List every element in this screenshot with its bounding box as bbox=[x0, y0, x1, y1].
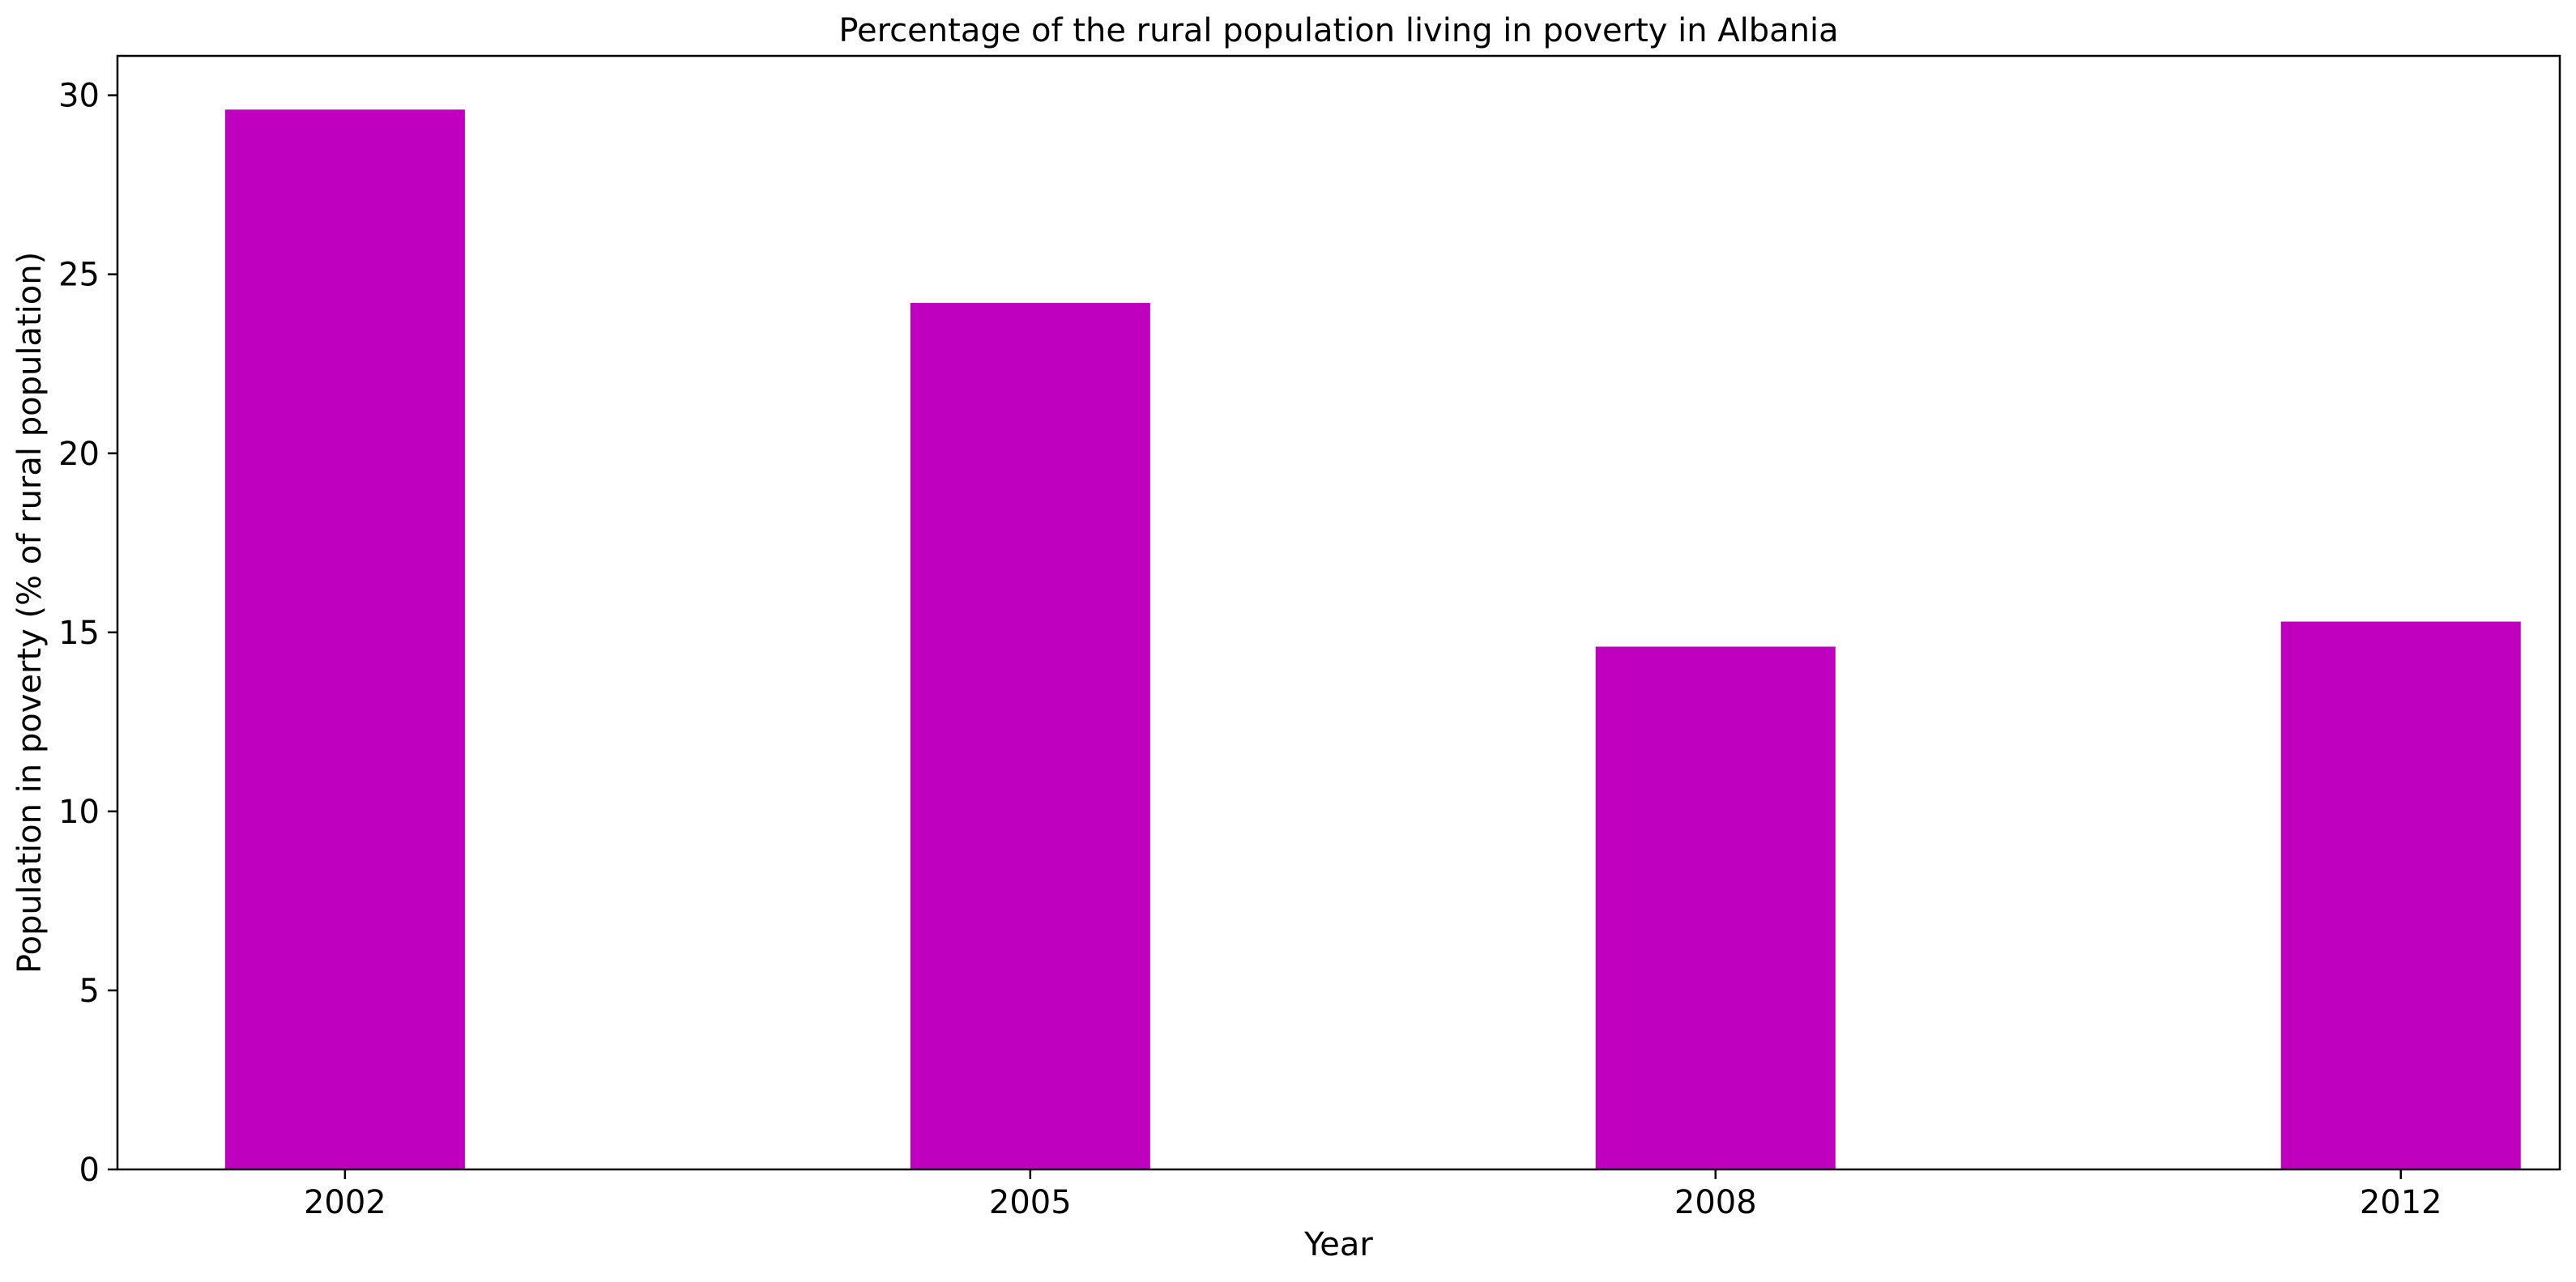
x-axis-label: Year bbox=[1303, 1226, 1373, 1263]
bars-group bbox=[224, 109, 2521, 1169]
bar-2005 bbox=[910, 303, 1150, 1169]
y-tick-label: 20 bbox=[58, 436, 100, 473]
y-tick-label: 25 bbox=[58, 257, 100, 294]
y-tick-label: 30 bbox=[58, 78, 100, 115]
y-axis-label: Population in poverty (% of rural popula… bbox=[11, 252, 49, 973]
x-tick-label: 2005 bbox=[989, 1184, 1072, 1221]
x-axis: 2002 2005 2008 2012 bbox=[304, 1169, 2442, 1221]
y-tick-label: 15 bbox=[58, 615, 100, 652]
bar-2008 bbox=[1595, 646, 1836, 1169]
chart-title: Percentage of the rural population livin… bbox=[838, 12, 1838, 49]
x-tick-label: 2012 bbox=[2360, 1184, 2442, 1221]
plot-frame bbox=[116, 54, 2561, 1171]
y-tick-label: 5 bbox=[79, 973, 100, 1010]
x-tick-label: 2002 bbox=[304, 1184, 386, 1221]
y-tick-label: 0 bbox=[79, 1152, 100, 1189]
bar-2012 bbox=[2280, 621, 2521, 1169]
x-tick-label: 2008 bbox=[1674, 1184, 1757, 1221]
y-tick-label: 10 bbox=[58, 794, 100, 831]
bar-2002 bbox=[224, 109, 465, 1169]
y-axis: 0 5 10 15 20 25 30 bbox=[58, 78, 117, 1189]
